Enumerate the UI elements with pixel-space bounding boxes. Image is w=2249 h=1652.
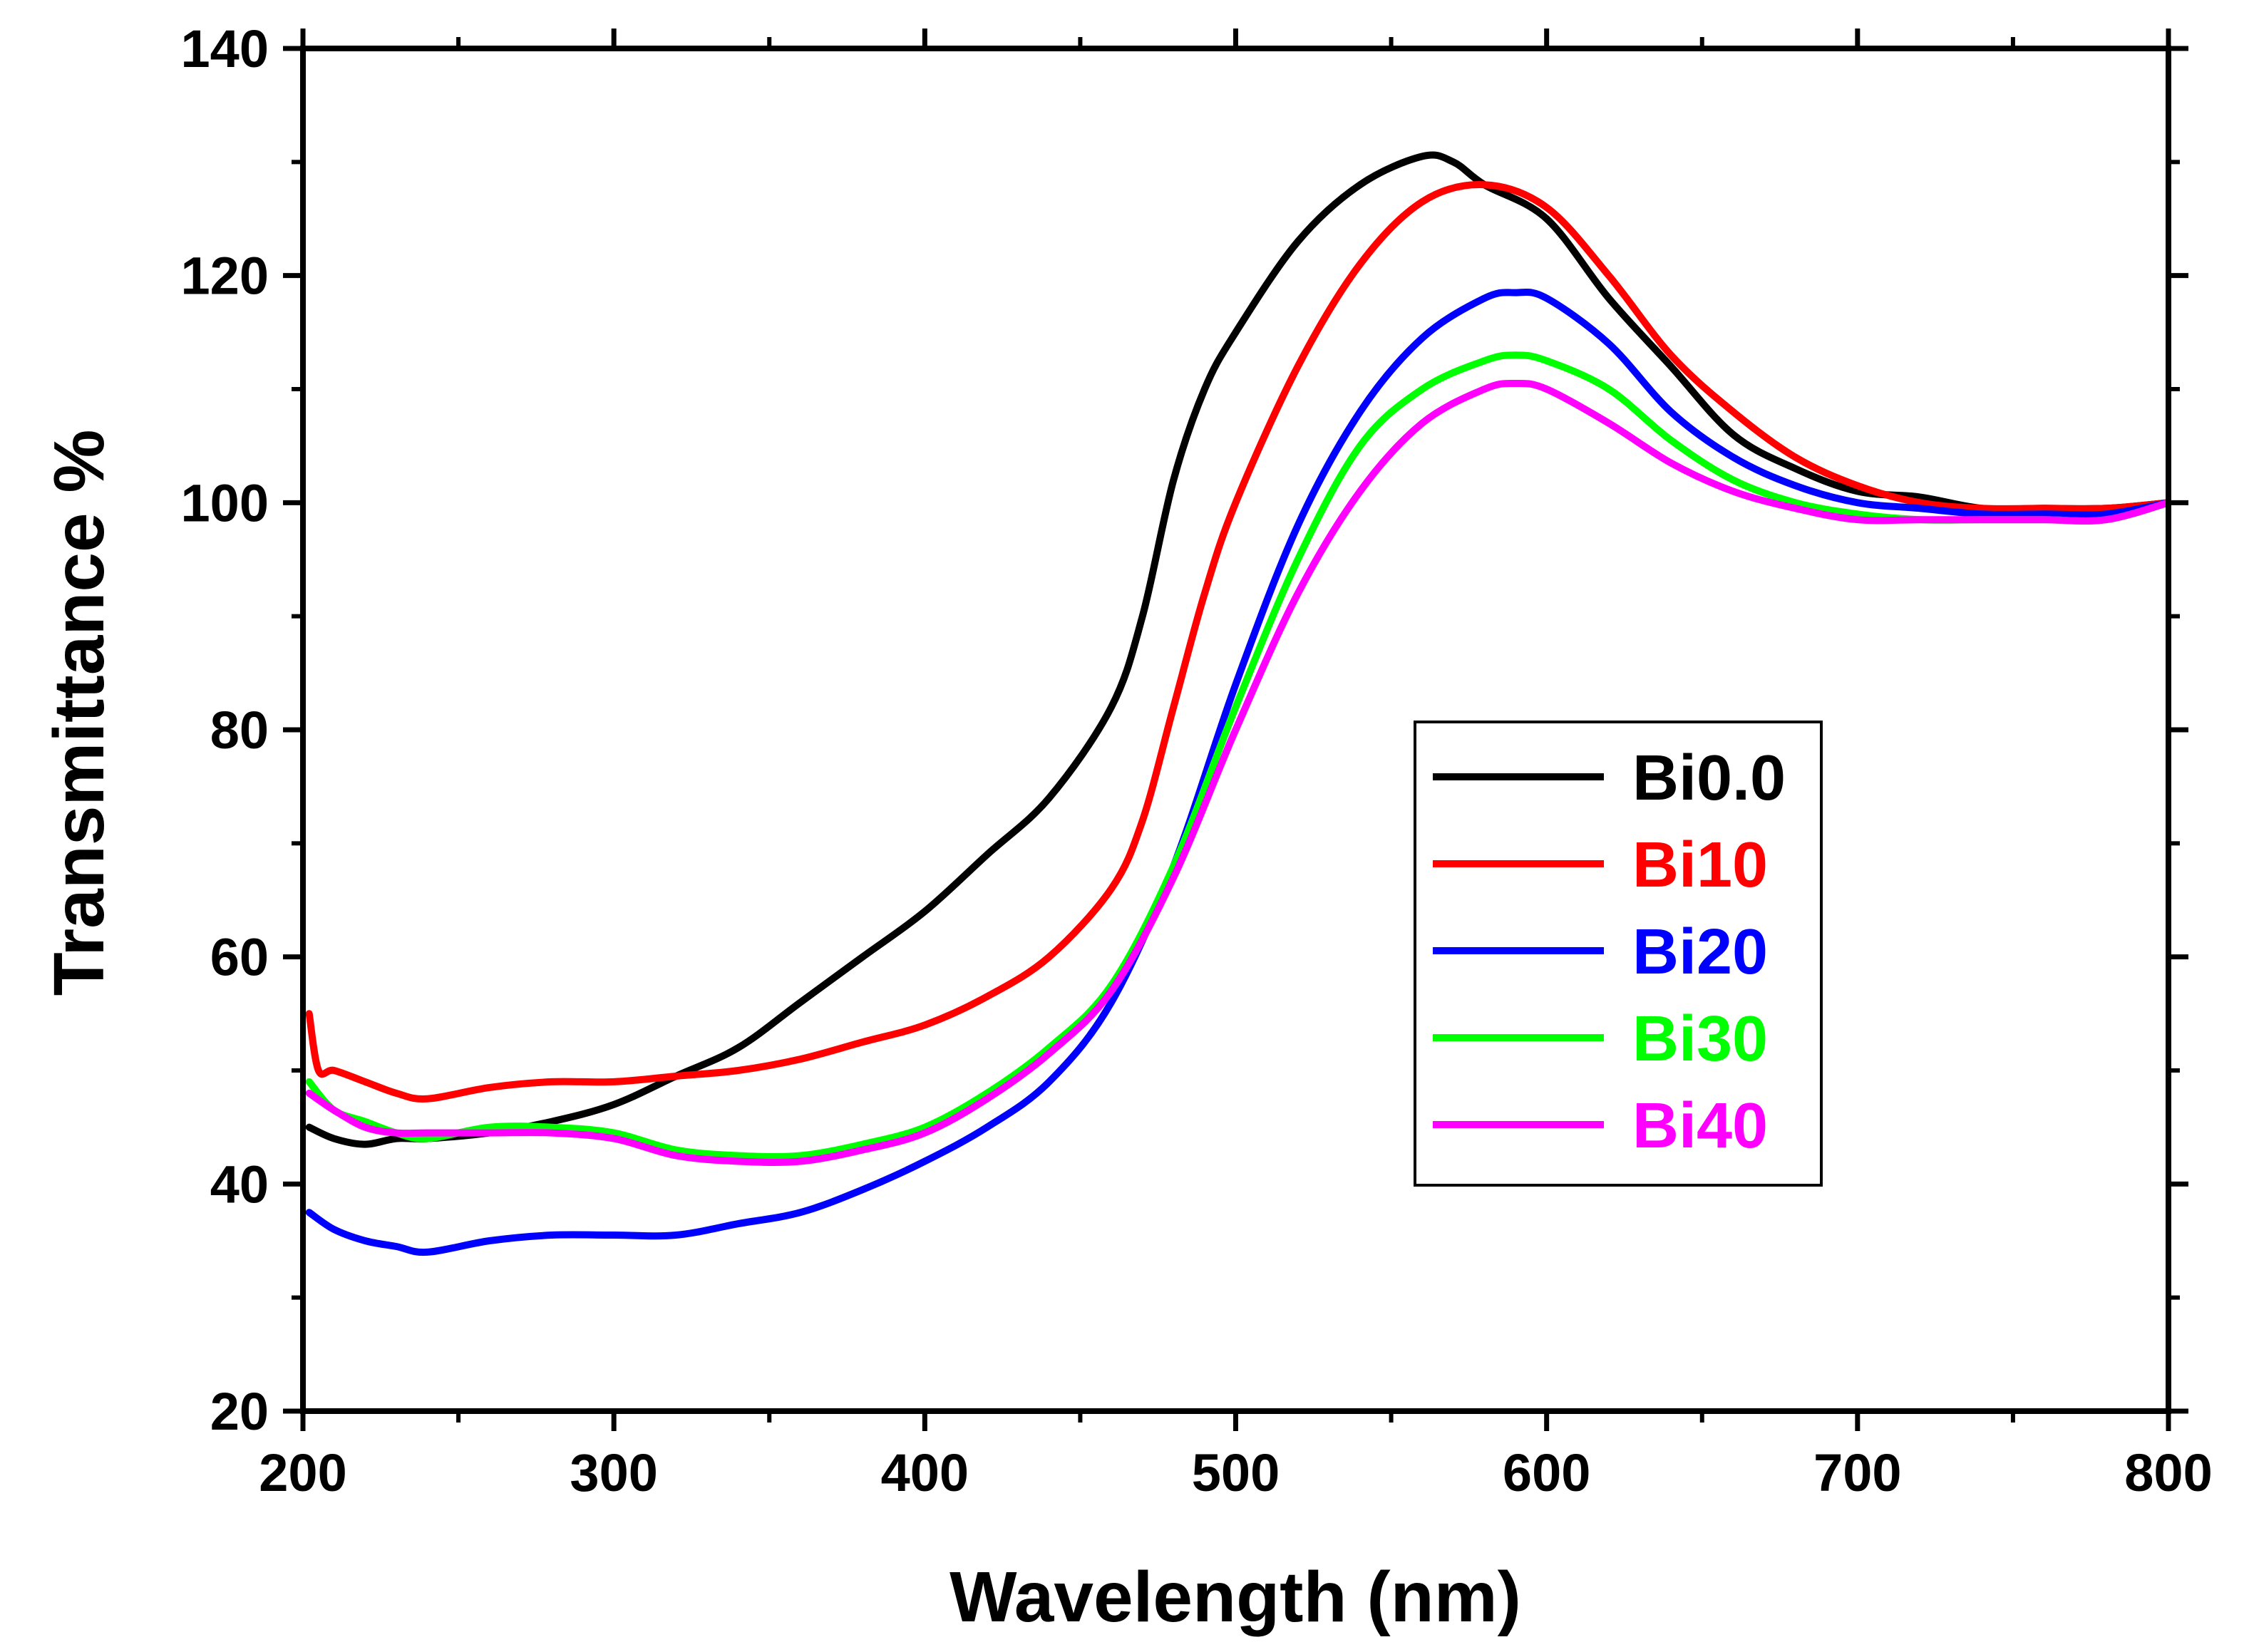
x-tick-label: 800 <box>2124 1443 2212 1502</box>
legend: Bi0.0 Bi10 Bi20 Bi30 Bi40 <box>1414 721 1823 1187</box>
y-tick-label: 140 <box>181 19 269 78</box>
y-tick-label: 80 <box>210 701 269 760</box>
y-tick-label: 120 <box>181 247 269 306</box>
y-tick-label: 60 <box>210 928 269 987</box>
legend-label: Bi40 <box>1632 1090 1768 1162</box>
ticks-layer <box>283 29 2188 1431</box>
series-line-bi10 <box>305 181 2172 1103</box>
x-tick-label: 500 <box>1192 1443 1280 1502</box>
tick-labels-layer: 200 300 400 500 600 700 800 20 40 60 80 100 120 140 <box>181 19 2213 1502</box>
legend-items: Bi0.0 Bi10 Bi20 Bi30 Bi40 <box>1433 743 1786 1162</box>
x-tick-label: 200 <box>259 1443 346 1502</box>
series-line-bi20 <box>305 288 2172 1256</box>
y-axis-title: Transmittance % <box>39 430 119 996</box>
x-tick-label: 400 <box>881 1443 969 1502</box>
legend-label: Bi20 <box>1632 917 1768 988</box>
y-tick-label: 40 <box>210 1155 269 1214</box>
legend-label: Bi30 <box>1632 1003 1768 1075</box>
y-tick-label: 100 <box>181 473 269 532</box>
series-line-bi0-0 <box>305 151 2172 1148</box>
x-tick-label: 600 <box>1503 1443 1590 1502</box>
legend-label: Bi10 <box>1632 830 1768 901</box>
series-layer <box>305 151 2172 1256</box>
x-tick-label: 700 <box>1813 1443 1901 1502</box>
series-line-bi40 <box>305 379 2172 1166</box>
legend-label: Bi0.0 <box>1632 743 1786 814</box>
x-tick-label: 300 <box>570 1443 657 1502</box>
series-line-bi30 <box>305 351 2172 1161</box>
x-axis-title: Wavelength (nm) <box>949 1557 1521 1637</box>
y-tick-label: 20 <box>210 1382 269 1441</box>
